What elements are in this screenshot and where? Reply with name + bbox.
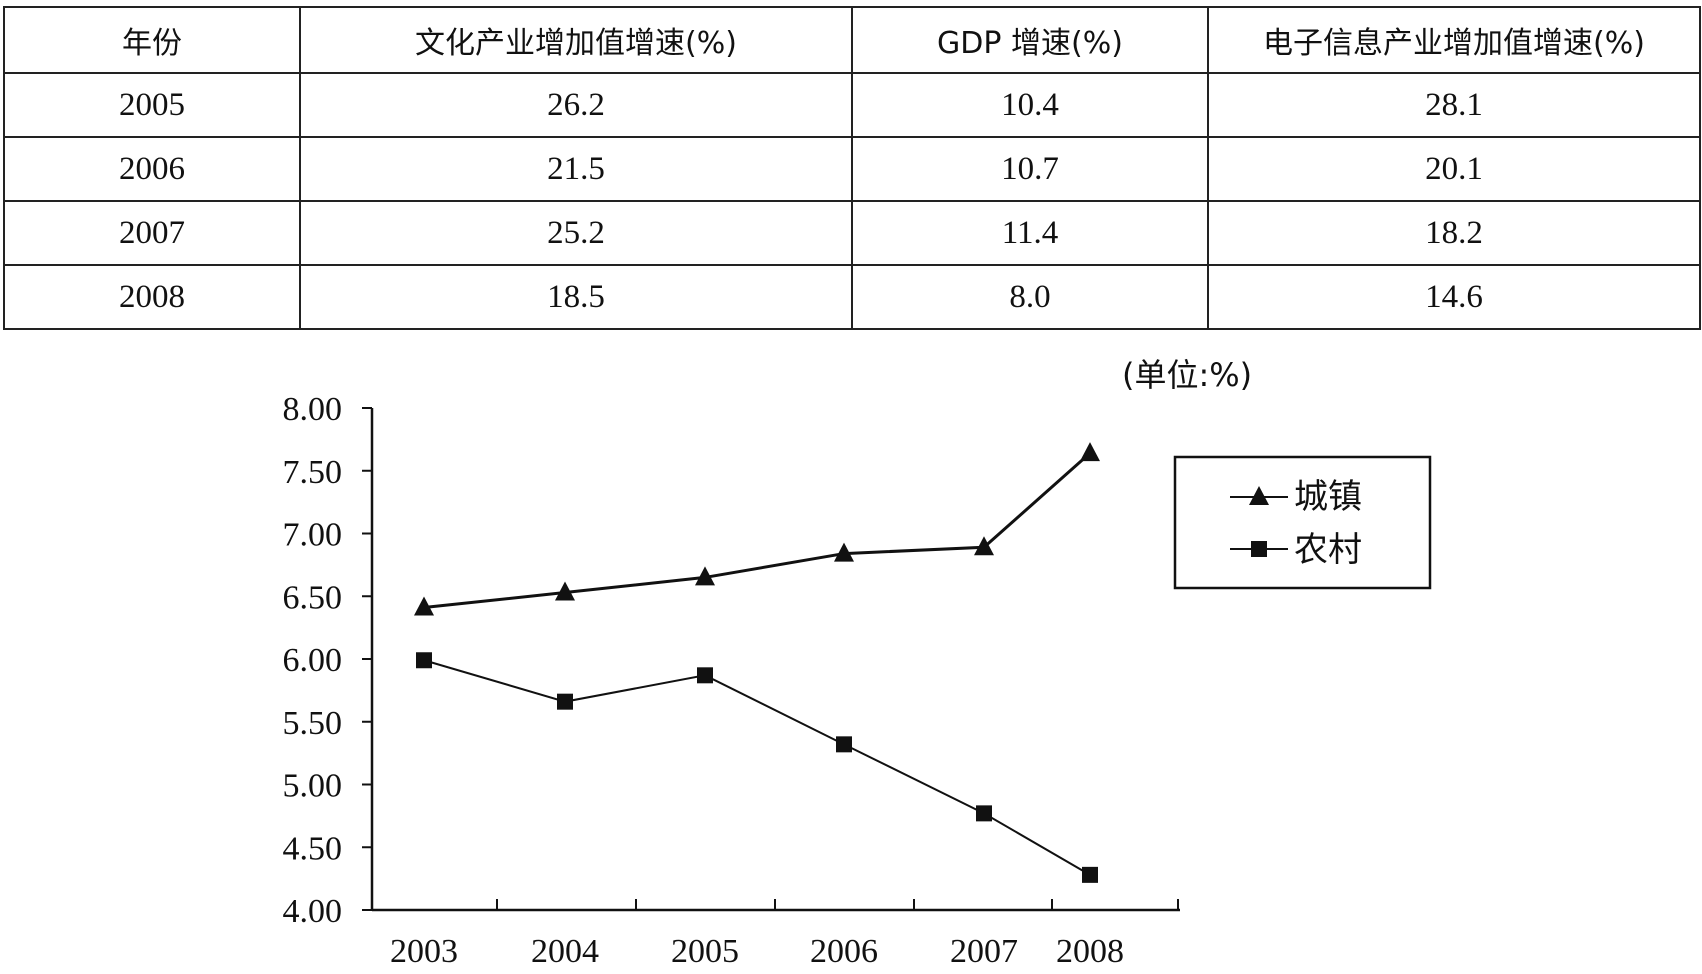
- table-header-row: 年份 文化产业增加值增速(%) GDP 增速(%) 电子信息产业增加值增速(%): [3, 6, 1701, 74]
- y-tick-label: 6.00: [283, 642, 343, 679]
- column-header: 电子信息产业增加值增速(%): [1207, 6, 1701, 74]
- legend-label-rural: 农村: [1294, 530, 1362, 570]
- unit-label: (单位:%): [1122, 356, 1252, 394]
- series-line-urban: [423, 452, 1091, 610]
- column-header: GDP 增速(%): [851, 6, 1209, 74]
- data-point-square: [976, 805, 992, 822]
- legend: 城镇 农村: [1173, 455, 1432, 590]
- y-tick-label: 8.00: [283, 391, 343, 428]
- table-cell: 21.5: [299, 136, 853, 202]
- y-tick-label: 7.00: [283, 517, 343, 554]
- table-cell: 20.1: [1207, 136, 1701, 202]
- table-cell: 25.2: [299, 200, 853, 266]
- data-point-triangle: [414, 596, 434, 616]
- table-row: 2007 25.2 11.4 18.2: [3, 200, 1701, 266]
- table-cell: 2005: [3, 72, 301, 138]
- table-cell: 18.5: [299, 264, 853, 330]
- table-cell: 2006: [3, 136, 301, 202]
- x-tick-label: 2006: [810, 933, 878, 970]
- triangle-marker-icon: [1249, 486, 1269, 505]
- x-tick-label: 2004: [531, 933, 599, 970]
- x-axis-ticks: 2003 2004 2005 2006 2007 2008: [390, 899, 1179, 970]
- data-table: 年份 文化产业增加值增速(%) GDP 增速(%) 电子信息产业增加值增速(%)…: [3, 6, 1701, 330]
- column-header: 文化产业增加值增速(%): [299, 6, 853, 74]
- table-cell: 11.4: [851, 200, 1209, 266]
- y-tick-label: 4.50: [283, 830, 343, 867]
- square-marker-icon: [1251, 541, 1267, 557]
- data-point-square: [697, 667, 713, 684]
- data-point-square: [1082, 866, 1098, 883]
- y-axis-ticks: 8.00 7.50 7.00 6.50 6.00 5.50 5.00 4.50 4.00: [283, 391, 372, 930]
- x-tick-label: 2003: [390, 933, 458, 970]
- x-tick-label: 2008: [1056, 933, 1124, 970]
- table-cell: 28.1: [1207, 72, 1701, 138]
- data-point-triangle: [1080, 442, 1100, 462]
- series-layer: [414, 442, 1100, 883]
- table-cell: 18.2: [1207, 200, 1701, 266]
- data-point-triangle: [834, 542, 854, 562]
- data-point-triangle: [974, 536, 994, 556]
- table-row: 2008 18.5 8.0 14.6: [3, 264, 1701, 330]
- table-cell: 26.2: [299, 72, 853, 138]
- table-cell: 10.7: [851, 136, 1209, 202]
- data-point-square: [557, 693, 573, 710]
- data-point-square: [416, 652, 432, 669]
- legend-label-urban: 城镇: [1294, 477, 1362, 517]
- data-point-triangle: [695, 566, 715, 586]
- table-cell: 10.4: [851, 72, 1209, 138]
- y-tick-label: 7.50: [283, 454, 343, 491]
- table-cell: 14.6: [1207, 264, 1701, 330]
- series-line-rural: [423, 659, 1091, 876]
- column-header: 年份: [3, 6, 301, 74]
- y-tick-label: 6.50: [283, 579, 343, 616]
- data-point-square: [836, 736, 852, 753]
- table-cell: 2008: [3, 264, 301, 330]
- y-tick-label: 4.00: [283, 893, 343, 930]
- table-row: 2006 21.5 10.7 20.1: [3, 136, 1701, 202]
- x-tick-label: 2005: [671, 933, 739, 970]
- legend-box: [1173, 455, 1432, 590]
- x-tick-label: 2007: [950, 933, 1018, 970]
- data-point-triangle: [555, 581, 575, 601]
- table-row: 2005 26.2 10.4 28.1: [3, 72, 1701, 138]
- y-tick-label: 5.00: [283, 768, 343, 805]
- table-cell: 8.0: [851, 264, 1209, 330]
- table-cell: 2007: [3, 200, 301, 266]
- y-tick-label: 5.50: [283, 705, 343, 742]
